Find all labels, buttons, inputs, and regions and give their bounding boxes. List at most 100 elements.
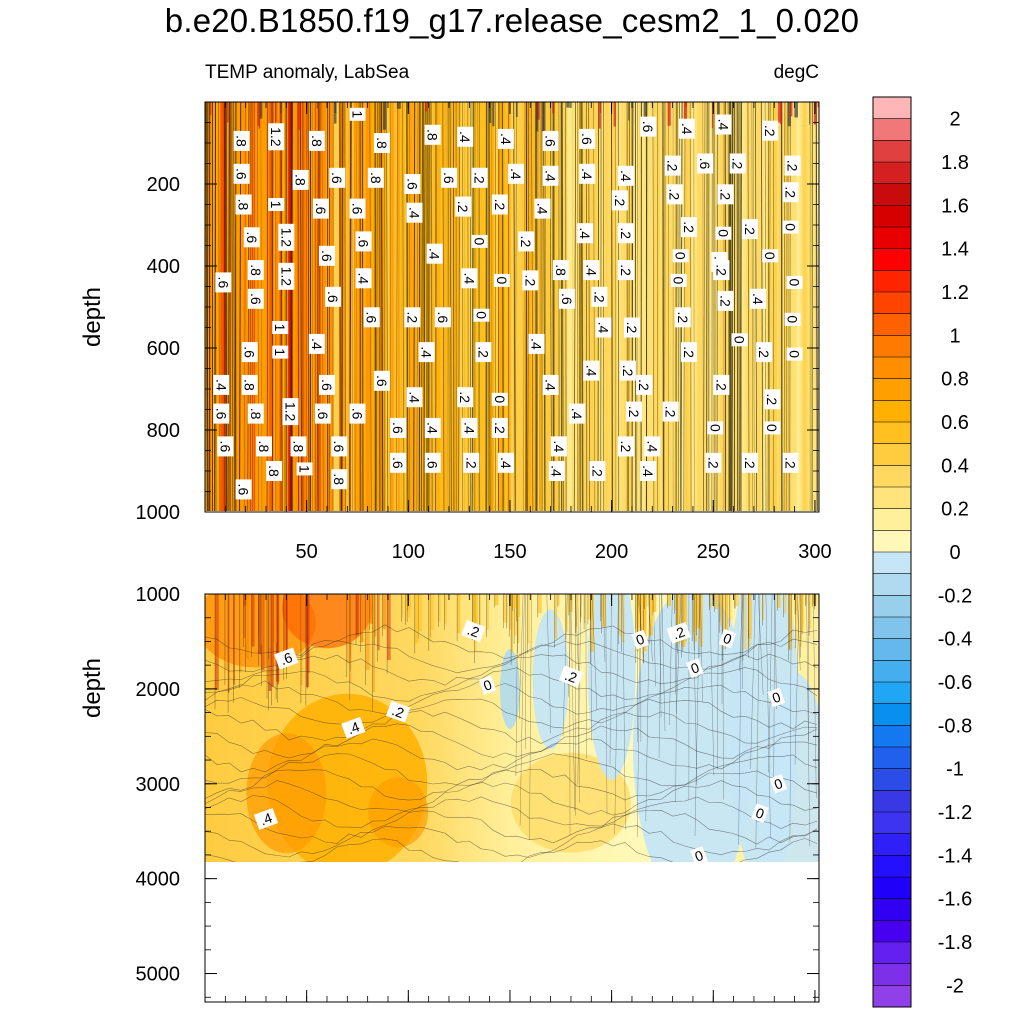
colorbar-swatch [873, 790, 911, 813]
upper-contour-label: .2 [624, 317, 640, 338]
svg-text:.8: .8 [553, 264, 569, 276]
upper-contour-label: .6 [325, 286, 342, 307]
svg-text:0: 0 [787, 279, 803, 287]
svg-text:.4: .4 [583, 264, 599, 276]
lower-y-tick-label: 3000 [136, 774, 181, 796]
upper-contour-label: .6 [355, 231, 372, 252]
svg-text:.6: .6 [319, 379, 335, 391]
svg-text:.8: .8 [374, 137, 390, 149]
upper-contour-label: .2 [713, 374, 730, 395]
colorbar-label: -1 [946, 759, 964, 781]
upper-contour-label: 0 [782, 220, 799, 234]
upper-contour-label: 0 [473, 308, 490, 322]
upper-contour-label: .4 [678, 118, 695, 139]
upper-contour-label: .4 [406, 202, 423, 223]
upper-contour-label: .2 [626, 401, 642, 422]
svg-text:.4: .4 [356, 272, 372, 284]
svg-text:.2: .2 [675, 311, 691, 323]
upper-contour-label: .2 [756, 342, 773, 363]
svg-text:0: 0 [715, 229, 731, 237]
svg-text:.2: .2 [626, 406, 642, 418]
upper-contour-label: .2 [455, 196, 472, 217]
svg-text:.6: .6 [350, 408, 366, 420]
svg-text:.2: .2 [589, 465, 605, 477]
upper-contour-label: .2 [522, 270, 539, 291]
svg-text:.6: .6 [278, 649, 295, 668]
upper-contour-label: .6 [319, 245, 335, 266]
lower-contour-label: .2 [666, 621, 691, 644]
colorbar-swatch [873, 682, 911, 705]
svg-text:.4: .4 [715, 119, 731, 131]
upper-contour-label: .8 [292, 169, 309, 190]
upper-contour-label: .8 [256, 436, 272, 457]
lower-panel: .2 0.2 0.6 0.200.2.400.40100020003000400050… [79, 584, 820, 1003]
upper-contour-label: .2 [457, 387, 474, 408]
lower-contour-label: 0 [631, 629, 649, 650]
upper-contour-label: .6 [640, 116, 657, 137]
svg-text:.2: .2 [518, 236, 534, 248]
x-tick-label: 300 [798, 541, 831, 563]
upper-contour-label: .8 [235, 194, 252, 215]
upper-contour-label: .6 [233, 163, 250, 184]
svg-text:0: 0 [764, 424, 780, 432]
upper-contour-label: .2 [782, 182, 799, 203]
lower-contour-label: .6 [274, 647, 299, 670]
svg-text:.4: .4 [640, 465, 656, 477]
svg-text:0: 0 [783, 223, 799, 231]
colorbar-swatch [873, 963, 911, 986]
svg-text:.2: .2 [718, 295, 734, 307]
chart-subtitle-units: degC [773, 62, 819, 83]
upper-contour-label: .4 [457, 126, 474, 147]
upper-contour-label: .6 [213, 403, 230, 424]
svg-text:.6: .6 [213, 408, 229, 420]
upper-contour-label: 1 [296, 462, 313, 476]
svg-text:.2: .2 [620, 365, 636, 377]
svg-text:1: 1 [297, 465, 313, 473]
svg-text:0: 0 [673, 252, 689, 260]
svg-text:.2: .2 [636, 379, 652, 391]
upper-field: .8 1.2.81.8.8.4.4.6.6.6.4.4.2.6.8.6.8.6.6… [205, 102, 819, 511]
svg-text:0: 0 [494, 277, 510, 285]
upper-contour-label: .4 [542, 374, 559, 395]
colorbar-label: 0.8 [941, 369, 969, 391]
svg-text:.6: .6 [234, 168, 250, 180]
upper-contour-label: 1 [272, 321, 289, 334]
upper-y-tick-label: 200 [147, 174, 180, 196]
svg-text:.6: .6 [325, 291, 341, 303]
upper-contour-label: .4 [550, 436, 567, 457]
upper-y-tick-label: 1000 [136, 502, 181, 524]
svg-text:.2: .2 [455, 201, 471, 213]
upper-contour-label: .4 [569, 403, 586, 424]
upper-contour-label: .2 [611, 190, 628, 211]
upper-contour-label: .4 [750, 288, 766, 309]
svg-text:.2: .2 [472, 172, 488, 184]
upper-contour-label: .6 [542, 130, 559, 151]
upper-contour-label: .4 [577, 223, 594, 244]
upper-contour-label: .8 [552, 260, 569, 281]
svg-text:.4: .4 [543, 170, 559, 182]
colorbar-swatch [873, 357, 911, 380]
svg-text:.2: .2 [762, 125, 778, 137]
upper-contour-label: .4 [640, 461, 657, 481]
colorbar-swatch [873, 227, 911, 250]
colorbar-swatch [873, 920, 911, 943]
svg-text:.4: .4 [579, 168, 595, 180]
lower-contour-label: .4 [341, 716, 366, 739]
svg-text:.6: .6 [217, 441, 233, 453]
svg-text:.6: .6 [390, 457, 406, 469]
colorbar-swatch [873, 768, 911, 791]
svg-text:.6: .6 [435, 311, 451, 323]
upper-contour-label: .4 [406, 387, 423, 408]
svg-text:.2: .2 [783, 457, 799, 469]
svg-text:.8: .8 [291, 441, 307, 453]
upper-contour-label: .2 [713, 260, 730, 281]
lower-y-tick-label: 1000 [136, 584, 181, 606]
colorbar-swatch [873, 487, 911, 510]
lower-y-tick-label: 4000 [136, 869, 181, 891]
upper-contour-label: .2 [518, 231, 535, 252]
upper-contour-label: .2 [617, 260, 634, 281]
chart-subtitle-variable: TEMP anomaly, LabSea [205, 62, 410, 83]
upper-contour-label: .6 [243, 227, 260, 248]
svg-text:.4: .4 [498, 133, 514, 145]
lower-contour-label: 0 [690, 846, 708, 862]
